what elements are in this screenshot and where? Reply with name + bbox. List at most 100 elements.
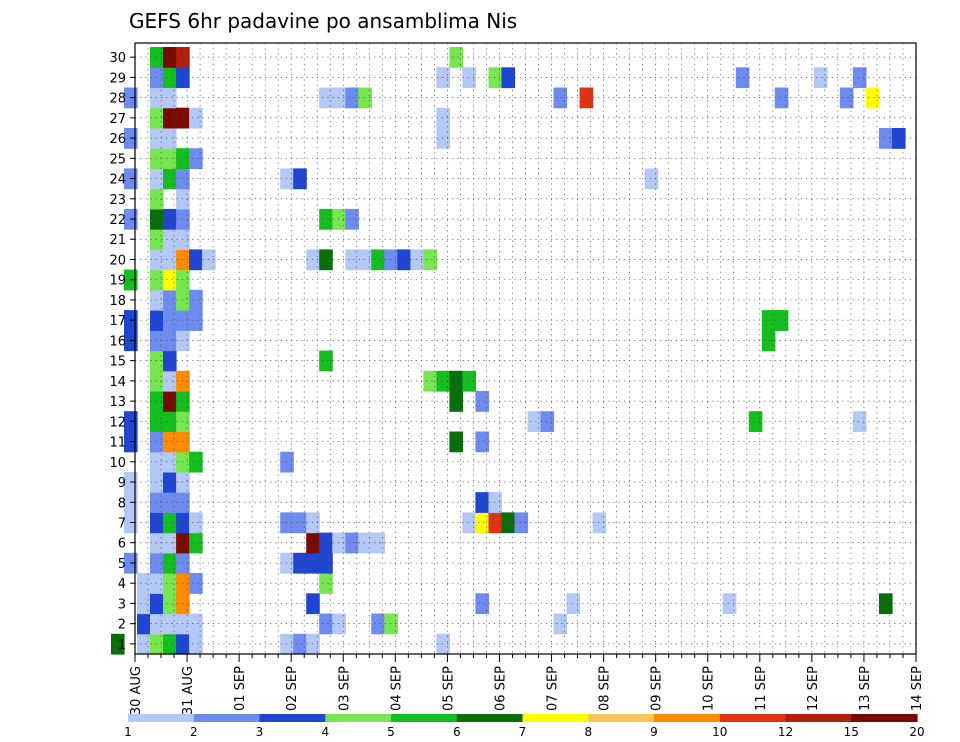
heatmap-cell bbox=[189, 633, 203, 655]
legend-label: 2 bbox=[190, 725, 198, 739]
heatmap-cell bbox=[332, 613, 346, 635]
heatmap-cell bbox=[163, 512, 177, 534]
y-tick-label: 27 bbox=[109, 112, 126, 127]
heatmap-cell bbox=[449, 391, 463, 412]
heatmap-cell bbox=[358, 532, 372, 554]
legend-label: 9 bbox=[650, 725, 658, 739]
heatmap-cell bbox=[319, 208, 333, 230]
heatmap-cell bbox=[163, 148, 177, 169]
y-tick-label: 15 bbox=[109, 355, 126, 370]
heatmap-cell bbox=[462, 512, 476, 534]
heatmap-cell bbox=[345, 208, 359, 230]
heatmap-cell bbox=[553, 613, 568, 635]
heatmap-cell bbox=[163, 310, 177, 331]
y-tick-label: 25 bbox=[109, 152, 126, 167]
legend-swatch bbox=[128, 714, 195, 722]
heatmap-cell bbox=[892, 128, 906, 149]
y-axis: 1234567891011121314151617181920212223242… bbox=[109, 51, 135, 653]
x-tick-label: 03 SEP bbox=[337, 666, 352, 711]
heatmap-cell bbox=[163, 492, 177, 513]
heatmap-cell bbox=[436, 128, 450, 149]
y-tick-label: 30 bbox=[109, 51, 126, 66]
heatmap-cell bbox=[189, 512, 203, 534]
y-tick-label: 18 bbox=[109, 294, 126, 309]
x-tick-label: 06 SEP bbox=[493, 666, 508, 711]
y-tick-label: 9 bbox=[118, 476, 126, 491]
heatmap-cell bbox=[462, 370, 476, 392]
legend-swatch bbox=[391, 714, 458, 722]
heatmap-cell bbox=[462, 67, 476, 89]
y-tick-label: 16 bbox=[109, 334, 126, 349]
y-tick-label: 2 bbox=[118, 618, 126, 633]
y-tick-label: 14 bbox=[109, 375, 126, 390]
heatmap-cell bbox=[553, 87, 568, 109]
heatmap-cell bbox=[722, 593, 737, 615]
x-tick-label: 11 SEP bbox=[754, 666, 769, 711]
y-tick-label: 26 bbox=[109, 132, 126, 147]
legend-swatch bbox=[719, 714, 787, 722]
heatmap-cell bbox=[449, 431, 463, 453]
y-tick-label: 12 bbox=[109, 415, 126, 430]
legend-swatch bbox=[785, 714, 852, 722]
heatmap-cell bbox=[514, 512, 529, 534]
heatmap-cell bbox=[501, 67, 516, 89]
heatmap-cell bbox=[163, 391, 177, 412]
heatmap-cell bbox=[410, 249, 424, 271]
heatmap-cell bbox=[423, 249, 437, 271]
heatmap-cell bbox=[319, 350, 333, 372]
legend-swatch bbox=[259, 714, 326, 722]
heatmap-cell bbox=[163, 633, 177, 655]
heatmap-cell bbox=[879, 593, 893, 615]
heatmap-cell bbox=[163, 87, 177, 109]
y-tick-label: 6 bbox=[118, 537, 126, 552]
chart-title: GEFS 6hr padavine po ansamblima Nis bbox=[129, 9, 517, 33]
y-tick-label: 11 bbox=[109, 436, 126, 451]
x-tick-label: 08 SEP bbox=[598, 666, 613, 711]
heatmap-cell bbox=[813, 67, 828, 89]
heatmap-cell bbox=[332, 87, 346, 109]
heatmap-cell bbox=[163, 168, 177, 190]
x-tick-label: 01 SEP bbox=[233, 666, 248, 711]
legend-swatch bbox=[588, 714, 655, 722]
y-tick-label: 29 bbox=[109, 71, 126, 86]
heatmap-cell bbox=[488, 512, 503, 534]
heatmap-cell bbox=[163, 411, 177, 432]
heatmap-cell bbox=[163, 67, 177, 89]
heatmap-cell bbox=[540, 411, 555, 432]
y-tick-label: 20 bbox=[109, 253, 126, 268]
legend-label: 3 bbox=[256, 725, 264, 739]
y-tick-label: 10 bbox=[109, 456, 126, 471]
heatmap-cell bbox=[137, 613, 151, 635]
heatmap-cell bbox=[319, 532, 333, 554]
x-tick-label: 05 SEP bbox=[441, 666, 456, 711]
y-tick-label: 3 bbox=[118, 597, 126, 612]
legend-swatch bbox=[851, 714, 918, 722]
heatmap-cell bbox=[293, 633, 307, 655]
heatmap-cell bbox=[293, 168, 307, 190]
y-tick-label: 24 bbox=[109, 173, 126, 188]
legend-label: 12 bbox=[778, 725, 793, 739]
heatmap-cell bbox=[774, 310, 789, 331]
x-axis: 30 AUG 31 AUG 01 SEP 02 SEP 03 SEP 04 SEP 05 S… bbox=[129, 654, 925, 715]
y-tick-label: 19 bbox=[109, 274, 126, 289]
heatmap-cell bbox=[748, 411, 763, 432]
legend-label: 10 bbox=[712, 725, 727, 739]
heatmap-cell bbox=[384, 613, 398, 635]
heatmap-cell bbox=[163, 573, 177, 594]
y-tick-label: 1 bbox=[118, 638, 126, 653]
heatmap-cell bbox=[371, 613, 385, 635]
legend-swatch bbox=[654, 714, 721, 722]
heatmap-cell bbox=[163, 431, 177, 453]
heatmap-cell bbox=[475, 492, 489, 513]
heatmap-cell bbox=[163, 47, 177, 68]
heatmap-cell bbox=[189, 613, 203, 635]
heatmap-cell bbox=[566, 593, 581, 615]
heatmap-cell bbox=[293, 512, 307, 534]
heatmap-cell bbox=[189, 451, 203, 473]
heatmap-cell bbox=[189, 573, 203, 594]
heatmap-cells bbox=[111, 47, 906, 655]
x-tick-label: 07 SEP bbox=[546, 666, 561, 711]
heatmap-cell bbox=[163, 330, 177, 352]
heatmap-cell bbox=[189, 289, 203, 311]
